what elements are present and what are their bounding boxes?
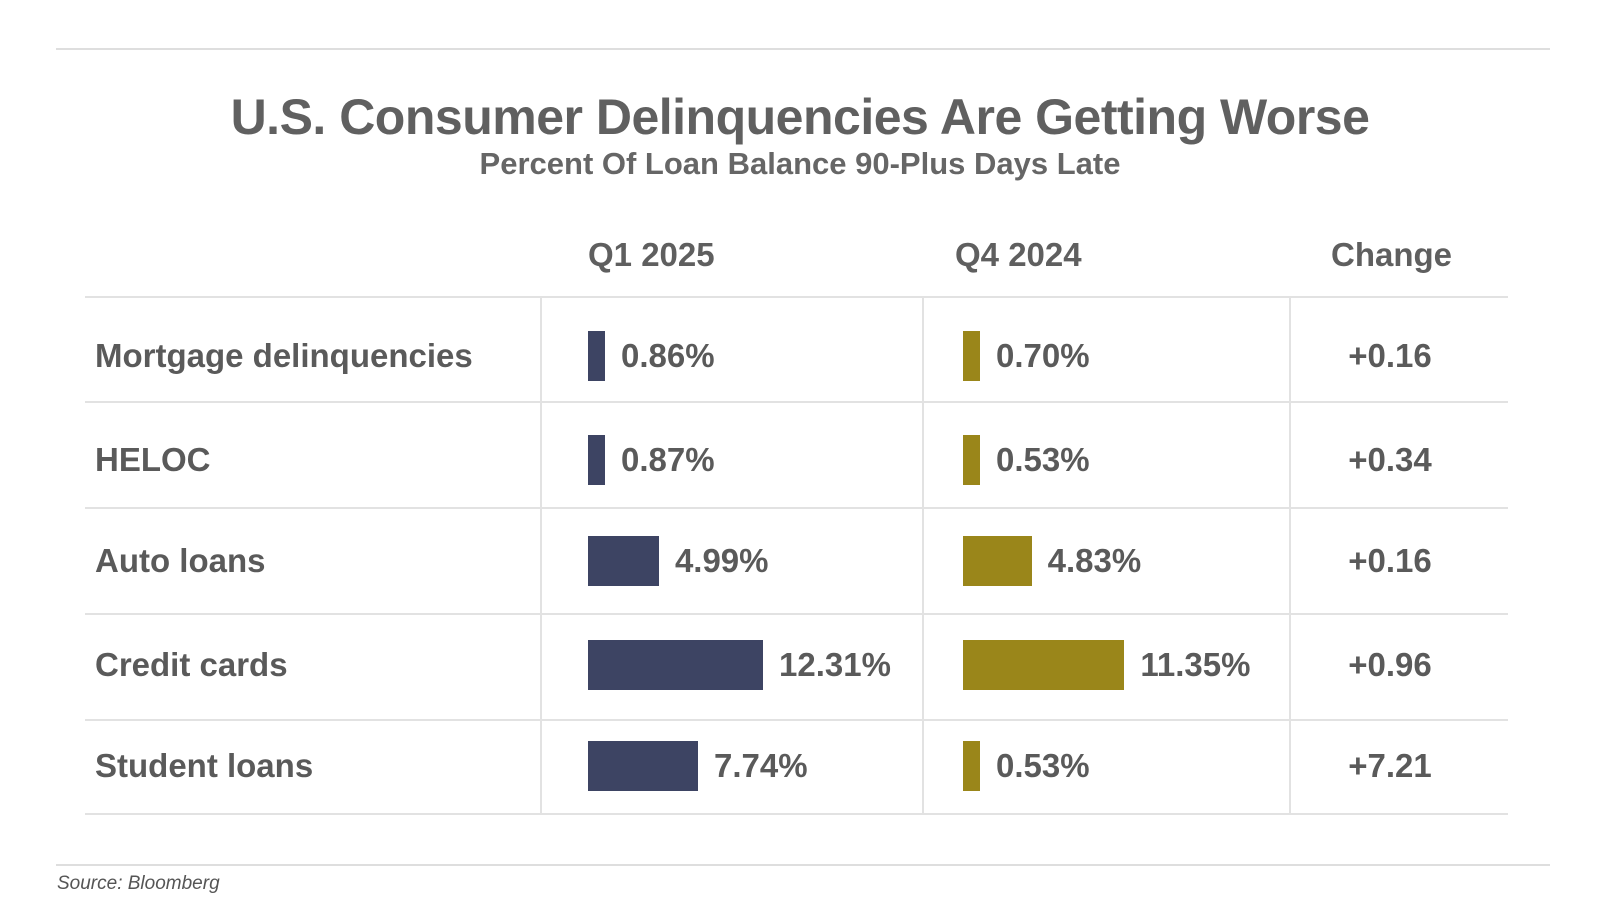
change-value: +0.16 — [1348, 337, 1432, 374]
table-top-line — [85, 296, 1508, 298]
bar-q1-2025 — [588, 741, 699, 791]
row-divider — [85, 507, 1508, 509]
bar-q1-2025 — [588, 331, 605, 381]
top-rule — [56, 48, 1550, 50]
change-value: +0.16 — [1348, 542, 1432, 579]
row-label: Student loans — [95, 747, 314, 784]
row-label: Mortgage delinquencies — [95, 337, 473, 374]
value-label-q1-2025: 12.31% — [779, 646, 891, 683]
bar-q1-2025 — [588, 640, 763, 690]
bar-q4-2024 — [963, 435, 980, 485]
value-label-q1-2025: 7.74% — [714, 747, 808, 784]
value-label-q4-2024: 11.35% — [1140, 646, 1251, 683]
value-label-q4-2024: 0.53% — [996, 441, 1090, 478]
bottom-rule — [56, 864, 1550, 866]
column-header-change: Change — [1331, 236, 1453, 273]
row-divider — [85, 613, 1508, 615]
column-divider — [540, 296, 542, 814]
column-divider — [1289, 296, 1291, 814]
bar-q4-2024 — [963, 331, 980, 381]
row-divider — [85, 401, 1508, 403]
bar-q4-2024 — [963, 536, 1032, 586]
chart-title: U.S. Consumer Delinquencies Are Getting … — [230, 89, 1370, 145]
bar-q4-2024 — [963, 741, 980, 791]
value-label-q1-2025: 0.87% — [621, 441, 715, 478]
bar-q1-2025 — [588, 435, 605, 485]
column-divider — [922, 296, 924, 814]
change-value: +7.21 — [1348, 747, 1432, 784]
change-value: +0.34 — [1348, 441, 1432, 478]
chart-subtitle: Percent Of Loan Balance 90-Plus Days Lat… — [479, 146, 1121, 181]
row-label: HELOC — [95, 441, 211, 478]
bar-q1-2025 — [588, 536, 659, 586]
row-label: Credit cards — [95, 646, 288, 683]
value-label-q4-2024: 0.70% — [996, 337, 1090, 374]
value-label-q4-2024: 0.53% — [996, 747, 1090, 784]
column-header-q4-2024: Q4 2024 — [955, 236, 1082, 273]
value-label-q1-2025: 4.99% — [674, 542, 769, 579]
source-note: Source: Bloomberg — [57, 873, 220, 894]
value-label-q4-2024: 4.83% — [1047, 542, 1142, 579]
value-label-q1-2025: 0.86% — [621, 337, 715, 374]
row-divider — [85, 719, 1508, 721]
column-header-q1-2025: Q1 2025 — [588, 236, 715, 273]
row-label: Auto loans — [95, 542, 266, 579]
table-bottom-line — [85, 813, 1508, 815]
change-value: +0.96 — [1348, 646, 1432, 683]
bar-q4-2024 — [963, 640, 1125, 690]
